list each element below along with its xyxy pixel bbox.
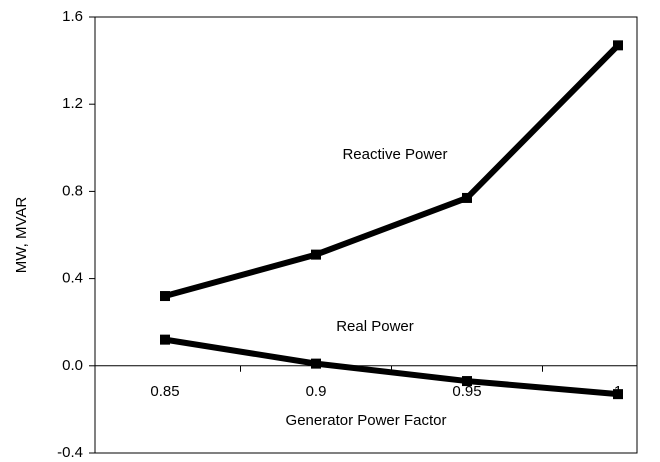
y-tick-label: 0.8: [62, 182, 83, 199]
series-line: [164, 43, 621, 299]
x-tick-label: 0.85: [150, 383, 179, 400]
point-marker: [311, 249, 321, 260]
y-tick-label: 1.2: [62, 95, 83, 112]
x-tick-label: 0.95: [452, 383, 481, 400]
point-marker: [462, 192, 472, 203]
series-line: [164, 336, 619, 398]
y-axis-label: MW, MVAR: [13, 197, 30, 274]
plot-frame: [94, 16, 638, 454]
point-marker: [160, 334, 170, 345]
y-tick-label: 0.0: [62, 357, 83, 374]
y-tick-label: 1.6: [62, 8, 83, 25]
y-tick-label: -0.4: [57, 444, 83, 461]
y-tick-label: 0.4: [62, 270, 83, 287]
point-marker: [613, 389, 623, 400]
x-axis-label: Generator Power Factor: [286, 412, 447, 429]
point-marker: [613, 40, 623, 51]
point-marker: [160, 291, 170, 302]
point-marker: [311, 358, 321, 369]
series-label: Real Power: [336, 318, 414, 335]
series-label: Reactive Power: [342, 146, 447, 163]
point-marker: [462, 376, 472, 387]
x-tick-label: 0.9: [306, 383, 327, 400]
